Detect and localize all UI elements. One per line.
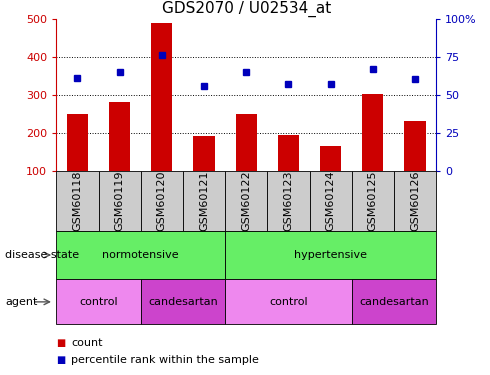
Bar [320,146,341,171]
Bar [404,121,425,171]
Text: GSM60119: GSM60119 [115,170,124,231]
Bar [151,22,172,171]
Text: hypertensive: hypertensive [294,250,367,260]
Bar [278,135,299,171]
Text: percentile rank within the sample: percentile rank within the sample [71,355,259,365]
Text: candesartan: candesartan [148,297,218,307]
Text: control: control [79,297,118,307]
Text: GSM60121: GSM60121 [199,170,209,231]
Text: control: control [269,297,308,307]
Bar [362,94,383,171]
Text: ■: ■ [56,338,66,348]
Text: GSM60124: GSM60124 [326,170,336,231]
Title: GDS2070 / U02534_at: GDS2070 / U02534_at [162,1,331,17]
Text: normotensive: normotensive [102,250,179,260]
Text: agent: agent [5,297,37,307]
Text: GSM60122: GSM60122 [241,170,251,231]
Text: disease state: disease state [5,250,79,260]
Text: GSM60120: GSM60120 [157,170,167,231]
Bar [194,136,215,171]
Text: GSM60123: GSM60123 [283,170,294,231]
Text: count: count [71,338,102,348]
Bar [236,114,257,171]
Text: ■: ■ [56,355,66,365]
Text: GSM60118: GSM60118 [73,170,82,231]
Text: candesartan: candesartan [359,297,429,307]
Text: GSM60126: GSM60126 [410,170,420,231]
Bar [67,114,88,171]
Bar [109,102,130,171]
Text: GSM60125: GSM60125 [368,170,378,231]
